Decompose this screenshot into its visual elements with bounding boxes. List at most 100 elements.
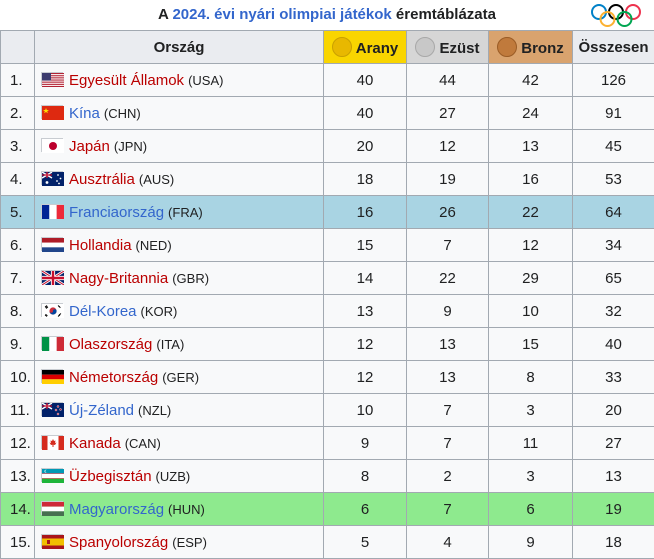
flag-icon bbox=[41, 170, 64, 186]
rank-cell: 4. bbox=[0, 162, 35, 196]
bronze-count: 24 bbox=[488, 96, 573, 130]
nation-link[interactable]: Japán bbox=[69, 137, 110, 155]
gold-count: 9 bbox=[323, 426, 407, 460]
gold-count: 13 bbox=[323, 294, 407, 328]
bronze-count: 12 bbox=[488, 228, 573, 262]
rank-cell: 15. bbox=[0, 525, 35, 559]
bronze-count: 22 bbox=[488, 195, 573, 229]
rank-cell: 2. bbox=[0, 96, 35, 130]
total-count: 126 bbox=[572, 63, 654, 97]
table-row: 2. Kína (CHN) 40 27 24 91 bbox=[0, 96, 654, 130]
flag-icon bbox=[41, 137, 64, 153]
rank-cell: 6. bbox=[0, 228, 35, 262]
nation-link[interactable]: Kína bbox=[69, 104, 100, 122]
rank-header bbox=[0, 30, 35, 64]
silver-count: 13 bbox=[406, 327, 489, 361]
nation-link[interactable]: Üzbegisztán bbox=[69, 467, 152, 485]
rank-cell: 12. bbox=[0, 426, 35, 460]
table-row: 11. Új-Zéland (NZL) 10 7 3 20 bbox=[0, 393, 654, 427]
nation-code: (AUS) bbox=[138, 171, 175, 187]
table-caption: A 2024. évi nyári olimpiai játékok éremt… bbox=[0, 0, 654, 30]
nation-code: (NZL) bbox=[138, 402, 172, 418]
flag-icon bbox=[41, 269, 65, 286]
rank-cell: 1. bbox=[0, 63, 35, 97]
gold-count: 10 bbox=[323, 393, 407, 427]
nation-cell: Kína (CHN) bbox=[34, 96, 324, 130]
flag-icon bbox=[41, 467, 64, 483]
nation-link[interactable]: Magyarország bbox=[69, 500, 165, 518]
nation-link[interactable]: Spanyolország bbox=[69, 533, 169, 551]
nation-code: (HUN) bbox=[168, 501, 205, 517]
nation-cell: Dél-Korea (KOR) bbox=[34, 294, 324, 328]
silver-count: 22 bbox=[406, 261, 489, 295]
gold-count: 40 bbox=[323, 96, 407, 130]
silver-count: 19 bbox=[406, 162, 489, 196]
nation-link[interactable]: Ausztrália bbox=[69, 170, 135, 188]
nation-code: (UZB) bbox=[155, 468, 191, 484]
silver-count: 2 bbox=[406, 459, 489, 493]
flag-icon bbox=[41, 500, 64, 516]
silver-count: 44 bbox=[406, 63, 489, 97]
nation-link[interactable]: Egyesült Államok bbox=[69, 71, 185, 89]
bronze-header[interactable]: Bronz bbox=[488, 30, 573, 64]
rank-cell: 14. bbox=[0, 492, 35, 526]
gold-count: 18 bbox=[323, 162, 407, 196]
nation-link[interactable]: Új-Zéland bbox=[69, 401, 135, 419]
games-link[interactable]: 2024. évi nyári olimpiai játékok bbox=[172, 6, 392, 23]
rank-cell: 5. bbox=[0, 195, 35, 229]
rank-cell: 13. bbox=[0, 459, 35, 493]
silver-count: 27 bbox=[406, 96, 489, 130]
nation-code: (ESP) bbox=[172, 534, 207, 550]
table-row: 14. Magyarország (HUN) 6 7 6 19 bbox=[0, 492, 654, 526]
rank-cell: 3. bbox=[0, 129, 35, 163]
total-count: 34 bbox=[572, 228, 654, 262]
table-row: 3. Japán (JPN) 20 12 13 45 bbox=[0, 129, 654, 163]
nation-link[interactable]: Németország bbox=[69, 368, 159, 386]
gold-count: 16 bbox=[323, 195, 407, 229]
nation-code: (FRA) bbox=[168, 204, 203, 220]
silver-header[interactable]: Ezüst bbox=[406, 30, 489, 64]
gold-count: 5 bbox=[323, 525, 407, 559]
total-header[interactable]: Összesen bbox=[572, 30, 654, 64]
gold-count: 14 bbox=[323, 261, 407, 295]
bronze-count: 9 bbox=[488, 525, 573, 559]
rank-cell: 11. bbox=[0, 393, 35, 427]
silver-count: 12 bbox=[406, 129, 489, 163]
gold-count: 8 bbox=[323, 459, 407, 493]
total-count: 33 bbox=[572, 360, 654, 394]
header-row: Ország Arany Ezüst Bronz Összesen bbox=[0, 30, 654, 64]
rank-cell: 10. bbox=[0, 360, 35, 394]
total-count: 27 bbox=[572, 426, 654, 460]
nation-link[interactable]: Dél-Korea bbox=[69, 302, 137, 320]
medal-table: Ország Arany Ezüst Bronz Összesen 1. Egye… bbox=[0, 30, 654, 559]
total-count: 18 bbox=[572, 525, 654, 559]
total-count: 19 bbox=[572, 492, 654, 526]
nation-link[interactable]: Hollandia bbox=[69, 236, 132, 254]
nation-cell: Franciaország (FRA) bbox=[34, 195, 324, 229]
total-count: 91 bbox=[572, 96, 654, 130]
table-row: 15. Spanyolország (ESP) 5 4 9 18 bbox=[0, 525, 654, 559]
total-count: 65 bbox=[572, 261, 654, 295]
nation-link[interactable]: Kanada bbox=[69, 434, 121, 452]
silver-medal-icon bbox=[415, 37, 436, 57]
gold-count: 6 bbox=[323, 492, 407, 526]
table-row: 7. Nagy-Britannia (GBR) 14 22 29 65 bbox=[0, 261, 654, 295]
bronze-count: 29 bbox=[488, 261, 573, 295]
silver-count: 7 bbox=[406, 393, 489, 427]
nation-cell: Egyesült Államok (USA) bbox=[34, 63, 324, 97]
gold-header[interactable]: Arany bbox=[323, 30, 407, 64]
nation-cell: Hollandia (NED) bbox=[34, 228, 324, 262]
nation-link[interactable]: Olaszország bbox=[69, 335, 153, 353]
flag-icon bbox=[41, 104, 64, 120]
nation-link[interactable]: Franciaország bbox=[69, 203, 165, 221]
table-row: 8. Dél-Korea (KOR) 13 9 10 32 bbox=[0, 294, 654, 328]
bronze-count: 15 bbox=[488, 327, 573, 361]
nation-link[interactable]: Nagy-Britannia bbox=[69, 269, 169, 287]
caption-prefix: A bbox=[158, 6, 173, 23]
flag-icon bbox=[41, 335, 64, 351]
nation-code: (ITA) bbox=[156, 336, 185, 352]
nation-header[interactable]: Ország bbox=[34, 30, 324, 64]
rank-cell: 9. bbox=[0, 327, 35, 361]
flag-icon bbox=[41, 203, 64, 219]
bronze-count: 3 bbox=[488, 393, 573, 427]
